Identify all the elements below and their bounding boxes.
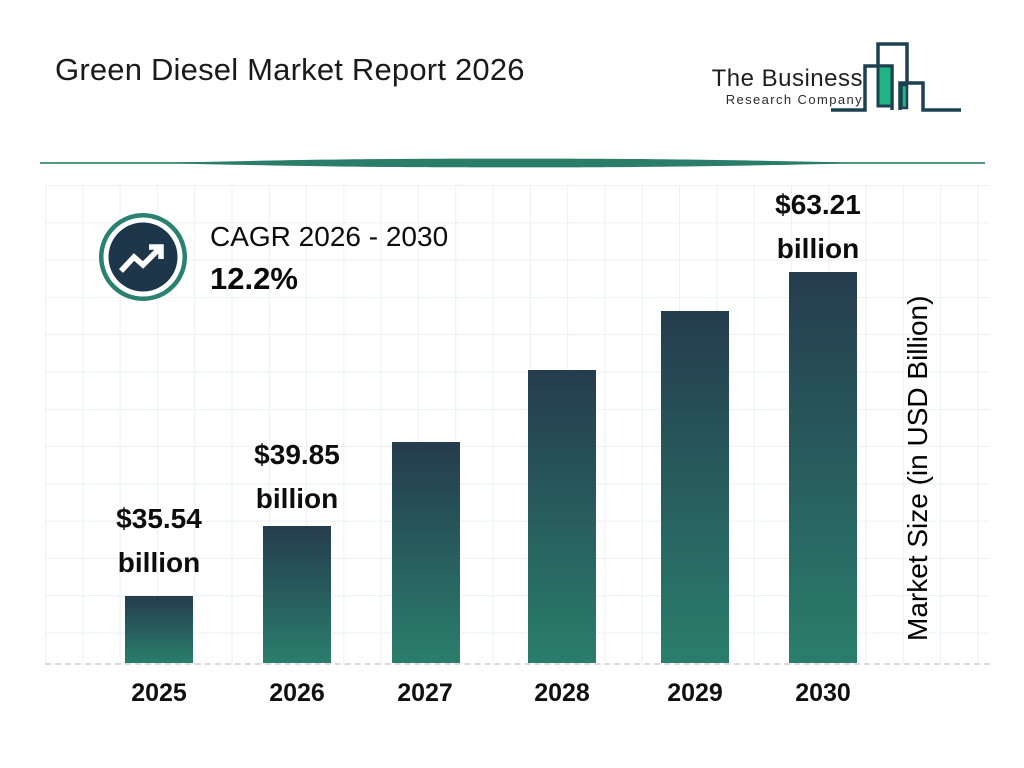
bar: [125, 596, 193, 663]
bar-value-label: $39.85 billion: [187, 433, 407, 521]
bar: [392, 442, 460, 663]
value-line1: $35.54: [116, 503, 202, 534]
logo-bars-icon: [831, 42, 961, 112]
trending-up-icon: [99, 213, 187, 301]
value-line2: billion: [255, 483, 339, 514]
bar: [661, 311, 729, 663]
bar-value-label: $35.54 billion: [49, 497, 269, 585]
x-axis-label: 2026: [269, 679, 325, 707]
chart-plot-area: [45, 185, 990, 665]
x-axis-label: 2028: [534, 679, 590, 707]
bar-value-label: $63.21 billion: [708, 183, 928, 271]
bar: [789, 272, 857, 663]
bar: [528, 370, 596, 663]
cagr-value: 12.2%: [210, 261, 298, 296]
bar: [263, 526, 331, 663]
value-line2: billion: [117, 547, 201, 578]
logo-name-line2: Research Company: [725, 92, 863, 107]
value-line1: $39.85: [254, 439, 340, 470]
x-axis-label: 2030: [795, 679, 851, 707]
header-divider: [40, 158, 985, 168]
x-axis-label: 2025: [131, 679, 187, 707]
logo-name-line1: The Business: [711, 65, 863, 92]
value-line2: billion: [776, 233, 860, 264]
cagr-period-label: CAGR 2026 - 2030: [210, 221, 449, 252]
company-logo-text: The Business Research Company: [700, 65, 863, 108]
y-axis-title: Market Size (in USD Billion): [902, 295, 933, 641]
value-line1: $63.21: [775, 189, 861, 220]
x-axis-label: 2027: [397, 679, 453, 707]
page-title: Green Diesel Market Report 2026: [55, 52, 525, 87]
x-axis-label: 2029: [667, 679, 723, 707]
